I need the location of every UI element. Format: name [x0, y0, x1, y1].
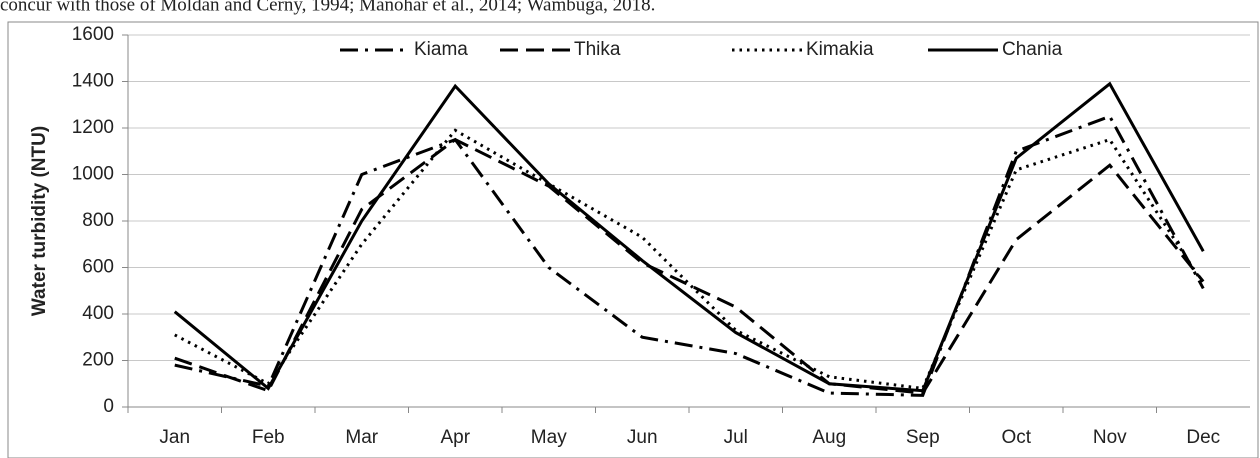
x-tick-label: Nov	[1093, 427, 1127, 448]
y-tick-label: 1000	[72, 164, 114, 185]
body-text: concur with those of Moldan and Cerny, 1…	[0, 0, 655, 15]
x-tick-label: Sep	[906, 427, 940, 448]
legend-label: Kimakia	[806, 39, 874, 60]
chart-frame	[7, 21, 1259, 458]
x-tick-label: May	[531, 427, 567, 448]
x-tick-label: Mar	[345, 427, 378, 448]
x-tick-label: Feb	[252, 427, 285, 448]
series-line	[174, 128, 1205, 391]
y-tick-label: 200	[82, 350, 114, 371]
y-tick-label: 0	[103, 396, 114, 417]
legend-label: Thika	[574, 39, 621, 60]
legend-label: Chania	[1002, 39, 1063, 60]
y-tick-label: 600	[82, 257, 114, 278]
x-tick-label: Jun	[627, 427, 658, 448]
y-tick-label: 1400	[72, 71, 114, 92]
series-line	[173, 81, 1205, 393]
y-tick-label: 800	[82, 210, 114, 231]
series-line	[174, 137, 1205, 395]
x-tick-label: Dec	[1186, 427, 1220, 448]
legend-label: Kiama	[414, 39, 468, 60]
y-tick-label: 1200	[72, 117, 114, 138]
x-tick-label: Oct	[1001, 427, 1031, 448]
x-tick-label: Aug	[812, 427, 846, 448]
x-tick-label: Jul	[724, 427, 748, 448]
y-tick-label: 400	[82, 303, 114, 324]
y-tick-label: 1600	[72, 24, 114, 45]
y-axis-label: Water turbidity (NTU)	[29, 126, 50, 316]
x-tick-label: Jan	[159, 427, 190, 448]
x-tick-label: Apr	[440, 427, 470, 448]
